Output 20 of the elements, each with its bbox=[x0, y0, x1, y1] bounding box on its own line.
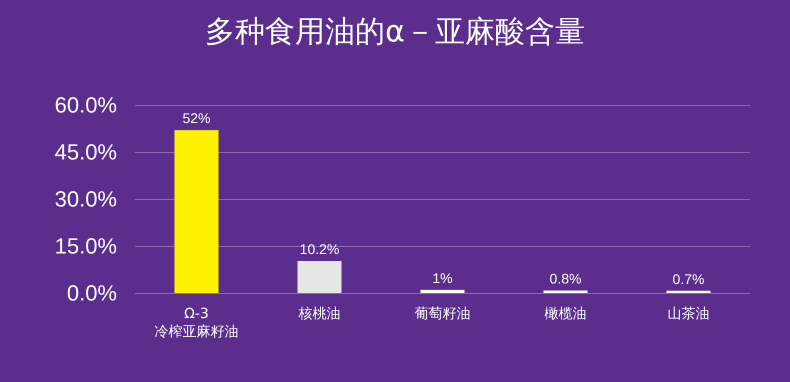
y-tick-label: 45.0% bbox=[54, 140, 117, 164]
data-label: 1% bbox=[432, 270, 453, 286]
x-tick-label: Ω-3 冷榨亚麻籽油 bbox=[154, 306, 238, 340]
y-tick-label: 30.0% bbox=[54, 186, 117, 212]
bar bbox=[420, 290, 464, 293]
bar bbox=[174, 130, 218, 293]
x-tick-label: 山茶油 bbox=[668, 306, 710, 322]
bar bbox=[298, 261, 342, 293]
data-label: 52% bbox=[182, 110, 211, 126]
y-tick-label: 15.0% bbox=[54, 234, 117, 258]
x-tick-label: 核桃油 bbox=[298, 306, 340, 322]
bar bbox=[544, 290, 588, 293]
data-label: 10.2% bbox=[300, 241, 340, 258]
chart-title: 多种食用油的α－亚麻酸含量 bbox=[205, 14, 585, 50]
data-label: 0.8% bbox=[550, 270, 582, 286]
y-tick-label: 60.0% bbox=[54, 92, 117, 118]
x-tick-label: 橄榄油 bbox=[544, 306, 586, 322]
data-label: 0.7% bbox=[672, 270, 704, 287]
x-tick-label: 葡萄籽油 bbox=[414, 306, 470, 322]
y-tick-label: 0.0% bbox=[66, 280, 117, 306]
